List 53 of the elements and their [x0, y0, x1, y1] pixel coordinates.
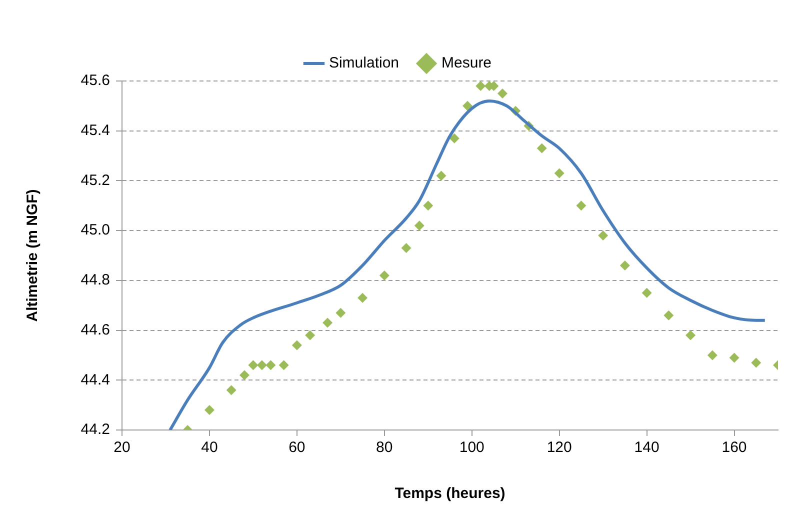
point [536, 143, 547, 154]
y-tick-label: 45.0 [80, 222, 110, 239]
point [256, 360, 267, 370]
y-axis-title: Altimetrie (m NGF) [24, 189, 42, 322]
point [204, 405, 214, 416]
x-axis-title: Temps (heures) [394, 485, 506, 502]
x-tick-label: 20 [114, 439, 130, 456]
y-tick-label: 44.8 [80, 272, 110, 289]
x-tick-label: 100 [459, 439, 484, 456]
y-tick-label: 45.2 [80, 172, 110, 189]
point [322, 318, 333, 328]
point [278, 360, 289, 370]
point [423, 200, 434, 211]
point [751, 358, 762, 368]
point [305, 330, 316, 340]
line-series [168, 99, 766, 430]
point [576, 200, 586, 211]
x-tick-label: 40 [201, 439, 218, 456]
x-tick-label: 120 [546, 439, 572, 456]
point [401, 243, 412, 254]
y-tick-label: 45.6 [80, 72, 110, 90]
x-tick-label: 60 [288, 439, 306, 456]
y-tick-label: 44.6 [80, 321, 110, 338]
point [729, 352, 740, 363]
x-tick-label: 160 [722, 439, 747, 456]
point [707, 350, 718, 360]
point [358, 292, 368, 303]
point [554, 168, 564, 178]
point [414, 220, 424, 231]
legend-label: Simulation [328, 54, 400, 72]
point [292, 340, 302, 350]
x-tick-label: 140 [634, 439, 660, 456]
y-tick-label: 45.4 [80, 122, 110, 139]
y-tick-label: 44.2 [80, 421, 110, 438]
point [620, 260, 630, 270]
point [476, 81, 486, 91]
point [642, 288, 652, 298]
point [664, 310, 674, 320]
point [686, 330, 696, 340]
point [239, 370, 250, 380]
y-tick-label: 44.4 [80, 371, 110, 388]
point [497, 88, 508, 98]
point [598, 230, 608, 241]
legend-label: Mesure [442, 54, 492, 72]
point [462, 100, 472, 111]
point [266, 360, 276, 370]
x-tick-label: 80 [376, 439, 393, 456]
point [449, 133, 460, 144]
point [436, 170, 446, 181]
point [379, 270, 390, 280]
point [248, 360, 258, 370]
point [226, 385, 236, 396]
point [336, 308, 346, 318]
